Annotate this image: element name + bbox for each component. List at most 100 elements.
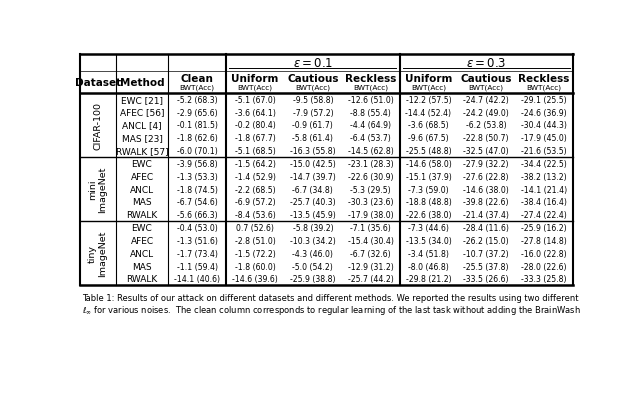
Text: Clean: Clean [181,74,214,84]
Text: -5.2 (68.3): -5.2 (68.3) [177,96,218,105]
Text: -15.0 (42.5): -15.0 (42.5) [290,160,336,169]
Text: -26.2 (15.0): -26.2 (15.0) [463,236,509,245]
Text: Reckless: Reckless [345,74,396,84]
Text: -30.3 (23.6): -30.3 (23.6) [348,198,394,207]
Text: Cautious: Cautious [460,74,512,84]
Text: -3.4 (51.8): -3.4 (51.8) [408,249,449,258]
Text: -17.9 (45.0): -17.9 (45.0) [521,134,567,143]
Text: -4.3 (46.0): -4.3 (46.0) [292,249,333,258]
Text: -7.3 (44.6): -7.3 (44.6) [408,224,449,233]
Text: -7.1 (35.6): -7.1 (35.6) [350,224,391,233]
Text: -10.7 (37.2): -10.7 (37.2) [463,249,509,258]
Text: Uniform: Uniform [231,74,279,84]
Text: -6.7 (32.6): -6.7 (32.6) [350,249,391,258]
Text: RWALK: RWALK [126,275,157,284]
Text: -1.8 (67.7): -1.8 (67.7) [235,134,275,143]
Text: -28.4 (11.6): -28.4 (11.6) [463,224,509,233]
Text: $\epsilon = 0.3$: $\epsilon = 0.3$ [466,57,506,70]
Text: -12.6 (51.0): -12.6 (51.0) [348,96,394,105]
Text: -39.8 (22.6): -39.8 (22.6) [463,198,509,207]
Text: RWALK: RWALK [126,211,157,220]
Text: -10.3 (34.2): -10.3 (34.2) [290,236,336,245]
Text: -22.8 (50.7): -22.8 (50.7) [463,134,509,143]
Text: -0.2 (80.4): -0.2 (80.4) [235,121,275,130]
Text: EWC: EWC [132,224,152,233]
Text: -21.6 (53.5): -21.6 (53.5) [521,147,567,156]
Text: tiny
ImageNet: tiny ImageNet [88,231,108,277]
Text: -34.4 (22.5): -34.4 (22.5) [521,160,567,169]
Text: -27.9 (32.2): -27.9 (32.2) [463,160,509,169]
Text: -9.5 (58.8): -9.5 (58.8) [292,96,333,105]
Text: -2.2 (68.5): -2.2 (68.5) [235,185,275,194]
Text: -8.0 (46.8): -8.0 (46.8) [408,262,449,271]
Text: -25.9 (16.2): -25.9 (16.2) [521,224,567,233]
Text: $\epsilon = 0.1$: $\epsilon = 0.1$ [292,57,333,70]
Text: ANCL: ANCL [130,185,154,194]
Text: -29.1 (25.5): -29.1 (25.5) [521,96,567,105]
Text: -1.5 (72.2): -1.5 (72.2) [235,249,275,258]
Text: Uniform: Uniform [404,74,452,84]
Text: -1.7 (73.4): -1.7 (73.4) [177,249,218,258]
Text: -9.6 (67.5): -9.6 (67.5) [408,134,449,143]
Text: BWT(Acc): BWT(Acc) [411,84,446,91]
Text: -25.5 (37.8): -25.5 (37.8) [463,262,509,271]
Text: BWT(Acc): BWT(Acc) [180,84,215,91]
Text: -14.1 (40.6): -14.1 (40.6) [174,275,220,284]
Text: BWT(Acc): BWT(Acc) [353,84,388,91]
Text: -38.2 (13.2): -38.2 (13.2) [521,172,567,181]
Text: -1.8 (62.6): -1.8 (62.6) [177,134,218,143]
Text: -6.7 (54.6): -6.7 (54.6) [177,198,218,207]
Text: -6.4 (53.7): -6.4 (53.7) [350,134,391,143]
Text: -25.5 (48.8): -25.5 (48.8) [406,147,451,156]
Text: -27.4 (22.4): -27.4 (22.4) [521,211,567,220]
Text: AFEC: AFEC [131,172,154,181]
Text: -1.4 (52.9): -1.4 (52.9) [235,172,275,181]
Text: -5.1 (67.0): -5.1 (67.0) [235,96,275,105]
Text: -1.3 (51.6): -1.3 (51.6) [177,236,218,245]
Text: -6.2 (53.8): -6.2 (53.8) [466,121,506,130]
Text: -24.7 (42.2): -24.7 (42.2) [463,96,509,105]
Text: -5.6 (66.3): -5.6 (66.3) [177,211,218,220]
Text: BWT(Acc): BWT(Acc) [237,84,273,91]
Text: -14.7 (39.7): -14.7 (39.7) [290,172,336,181]
Text: -14.6 (39.6): -14.6 (39.6) [232,275,278,284]
Text: -0.1 (81.5): -0.1 (81.5) [177,121,218,130]
Text: AFEC [56]: AFEC [56] [120,108,164,117]
Text: -1.5 (64.2): -1.5 (64.2) [235,160,275,169]
Text: -5.0 (54.2): -5.0 (54.2) [292,262,333,271]
Text: ANCL [4]: ANCL [4] [122,121,162,130]
Text: MAS: MAS [132,262,152,271]
Text: -8.8 (55.4): -8.8 (55.4) [350,108,391,117]
Text: -29.8 (21.2): -29.8 (21.2) [406,275,451,284]
Text: CIFAR-100: CIFAR-100 [93,102,102,150]
Text: -30.4 (44.3): -30.4 (44.3) [521,121,567,130]
Text: -1.3 (53.3): -1.3 (53.3) [177,172,218,181]
Text: -21.4 (37.4): -21.4 (37.4) [463,211,509,220]
Text: -5.8 (61.4): -5.8 (61.4) [292,134,333,143]
Text: -33.3 (25.8): -33.3 (25.8) [521,275,567,284]
Text: -17.9 (38.0): -17.9 (38.0) [348,211,394,220]
Text: $\ell_\infty$ for various noises.  The clean column corresponds to regular learn: $\ell_\infty$ for various noises. The cl… [81,303,580,316]
Text: -3.9 (56.8): -3.9 (56.8) [177,160,218,169]
Text: -6.0 (70.1): -6.0 (70.1) [177,147,218,156]
Text: -1.1 (59.4): -1.1 (59.4) [177,262,218,271]
Text: Method: Method [120,78,164,88]
Text: -7.3 (59.0): -7.3 (59.0) [408,185,449,194]
Text: -32.5 (47.0): -32.5 (47.0) [463,147,509,156]
Text: -5.3 (29.5): -5.3 (29.5) [350,185,391,194]
Text: -7.9 (57.2): -7.9 (57.2) [292,108,333,117]
Text: Cautious: Cautious [287,74,339,84]
Text: -14.4 (52.4): -14.4 (52.4) [405,108,451,117]
Text: -14.6 (38.0): -14.6 (38.0) [463,185,509,194]
Text: -16.3 (55.8): -16.3 (55.8) [290,147,335,156]
Text: -15.1 (37.9): -15.1 (37.9) [406,172,451,181]
Text: -22.6 (38.0): -22.6 (38.0) [406,211,451,220]
Text: Dataset: Dataset [75,78,121,88]
Text: -13.5 (34.0): -13.5 (34.0) [406,236,451,245]
Text: -8.4 (53.6): -8.4 (53.6) [235,211,275,220]
Text: -14.6 (58.0): -14.6 (58.0) [406,160,451,169]
Text: -2.9 (65.6): -2.9 (65.6) [177,108,218,117]
Text: -28.0 (22.6): -28.0 (22.6) [521,262,567,271]
Text: -16.0 (22.8): -16.0 (22.8) [521,249,567,258]
Text: -3.6 (64.1): -3.6 (64.1) [235,108,275,117]
